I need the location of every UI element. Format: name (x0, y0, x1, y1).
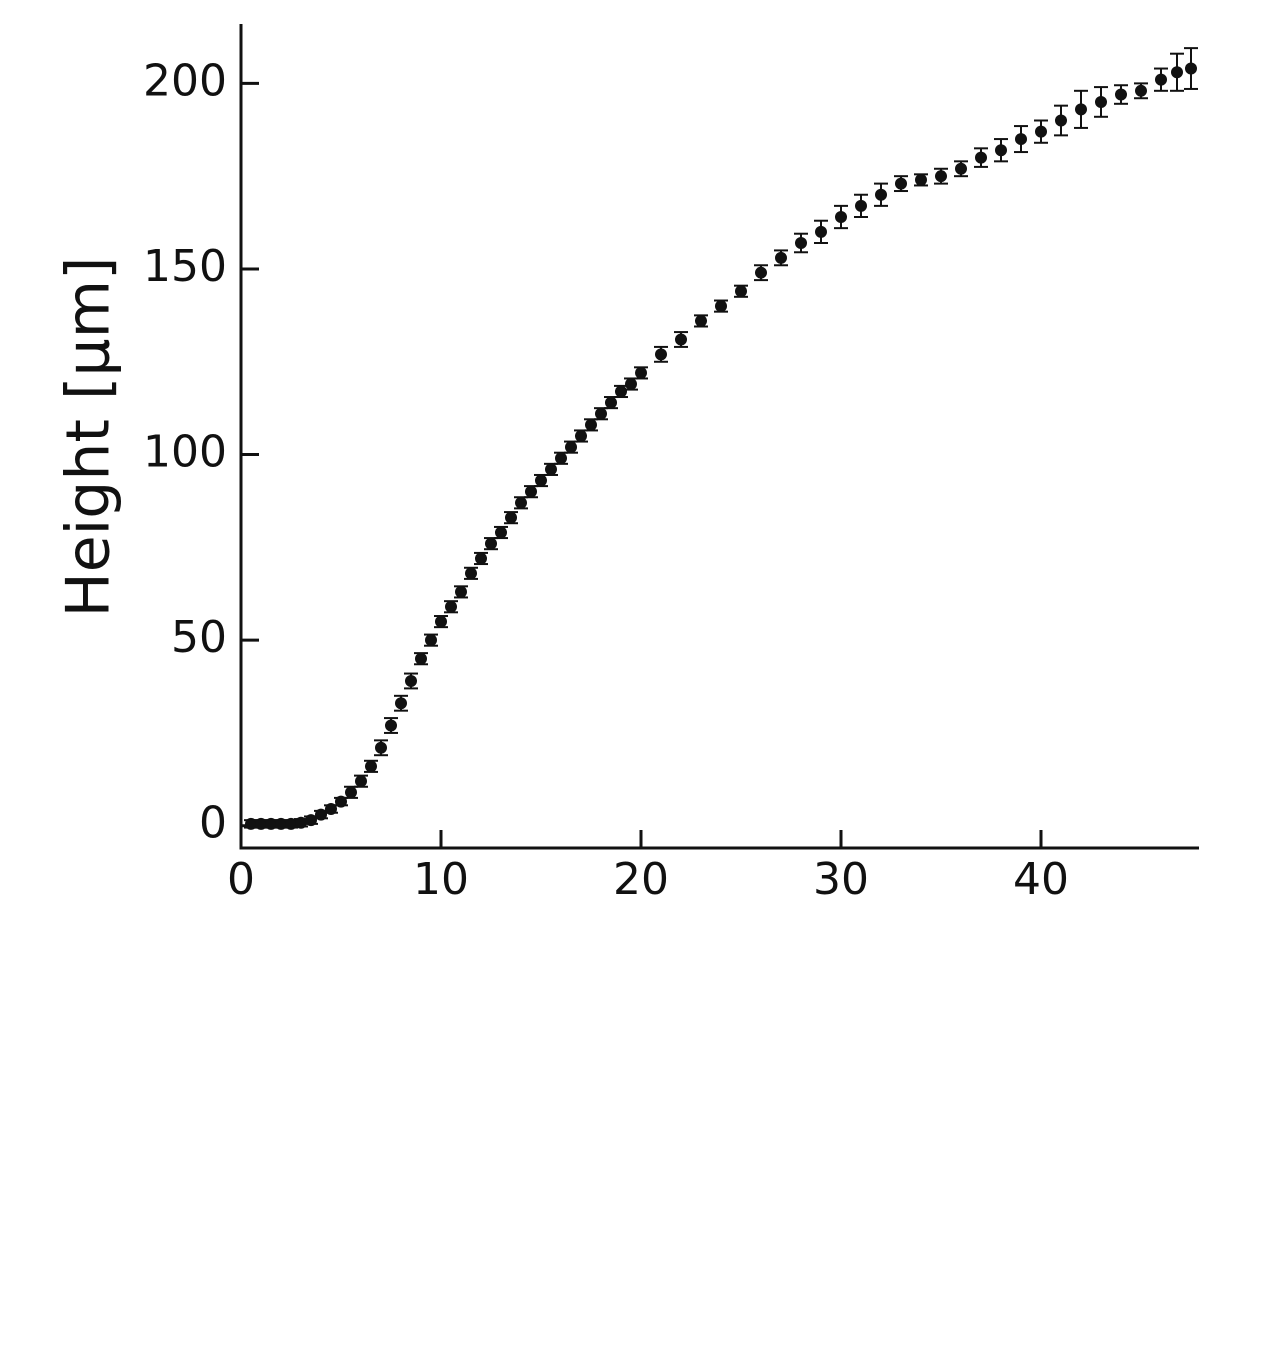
data-point (735, 285, 747, 298)
data-point (475, 552, 487, 565)
data-point (315, 808, 327, 821)
data-point (405, 674, 417, 687)
data-point (585, 418, 597, 431)
data-point (1015, 133, 1027, 146)
data-point (535, 474, 547, 487)
data-point (355, 775, 367, 788)
data-point (795, 236, 807, 249)
y-axis-label: Height [μm] (54, 257, 124, 618)
data-point (445, 600, 457, 613)
data-point (385, 719, 397, 732)
data-point (435, 615, 447, 628)
data-point (835, 211, 847, 224)
data-point (655, 348, 667, 361)
data-point (1135, 84, 1147, 97)
data-point (555, 452, 567, 465)
data-point (505, 511, 517, 524)
data-point (425, 634, 437, 647)
data-point (615, 385, 627, 398)
data-point (775, 251, 787, 264)
data-point (485, 537, 497, 550)
data-point (605, 396, 617, 409)
data-point (575, 430, 587, 442)
y-tick-label: 0 (199, 798, 227, 849)
x-tick-label: 20 (613, 854, 669, 905)
data-point (465, 567, 477, 580)
data-point (855, 199, 867, 212)
x-tick-label: 10 (413, 854, 469, 905)
data-point (635, 366, 647, 379)
x-tick-label: 0 (227, 854, 255, 905)
data-point (1155, 73, 1167, 86)
x-tick-label: 40 (1013, 854, 1069, 905)
data-point (975, 151, 987, 164)
data-point (525, 485, 537, 498)
data-point (1035, 125, 1047, 138)
data-point (675, 333, 687, 346)
y-tick-label: 150 (143, 241, 227, 292)
data-point (395, 697, 407, 710)
data-point (715, 300, 727, 313)
data-point (1095, 95, 1107, 108)
data-point (935, 170, 947, 183)
data-point (515, 496, 527, 509)
y-tick-label: 200 (143, 55, 227, 106)
data-point (1115, 88, 1127, 101)
data-point (595, 407, 607, 420)
data-point (755, 266, 767, 279)
data-point (895, 177, 907, 190)
data-point (545, 463, 557, 476)
data-point (1075, 103, 1087, 116)
y-tick-label: 100 (143, 427, 227, 478)
data-point (695, 314, 707, 327)
x-tick-label: 30 (813, 854, 869, 905)
data-point (295, 816, 307, 829)
data-point (365, 760, 377, 773)
data-point (875, 188, 887, 201)
data-point (1055, 114, 1067, 127)
data-point (455, 585, 467, 598)
data-point (415, 652, 427, 665)
data-point (915, 173, 927, 186)
y-tick-label: 50 (171, 612, 227, 663)
data-point (995, 144, 1007, 157)
data-point (495, 526, 507, 539)
data-point (305, 814, 317, 827)
data-point (1185, 62, 1197, 75)
data-point (345, 786, 357, 799)
data-point (1171, 66, 1183, 79)
data-point (955, 162, 967, 175)
data-point (815, 225, 827, 238)
data-point (565, 441, 577, 454)
data-point (625, 378, 637, 391)
data-point (375, 741, 387, 754)
